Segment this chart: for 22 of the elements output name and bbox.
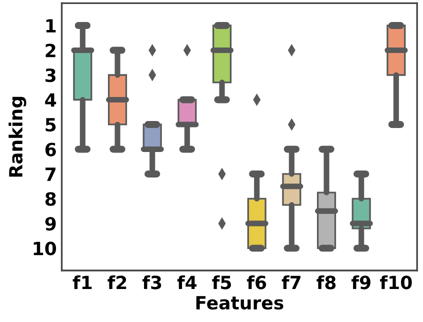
y-tick-label: 7 <box>46 168 56 181</box>
x-tick-label: f3 <box>142 275 162 290</box>
x-axis-title: Features <box>196 296 284 310</box>
y-tick-label: 4 <box>45 93 56 107</box>
y-tick-label: 9 <box>45 216 56 231</box>
x-tick-label: f5 <box>212 275 231 290</box>
y-tick-label: 6 <box>45 142 56 156</box>
y-tick-label: 5 <box>46 118 56 132</box>
y-axis-title: Ranking <box>8 96 26 177</box>
x-tick-label: f6 <box>246 275 266 290</box>
x-tick-label: f2 <box>108 275 126 290</box>
y-tick-label: 8 <box>45 192 56 206</box>
y-tick-label: 2 <box>46 44 56 58</box>
x-tick-label: f4 <box>177 275 197 290</box>
x-tick-label: f10 <box>380 275 412 290</box>
y-tick-label: 3 <box>46 68 56 82</box>
x-tick-label: f8 <box>316 275 336 290</box>
x-tick-label: f9 <box>351 275 370 290</box>
x-tick-label: f7 <box>282 275 300 290</box>
y-tick-label: 10 <box>34 242 56 256</box>
x-tick-label: f1 <box>72 275 92 290</box>
y-tick-label: 1 <box>46 19 56 32</box>
